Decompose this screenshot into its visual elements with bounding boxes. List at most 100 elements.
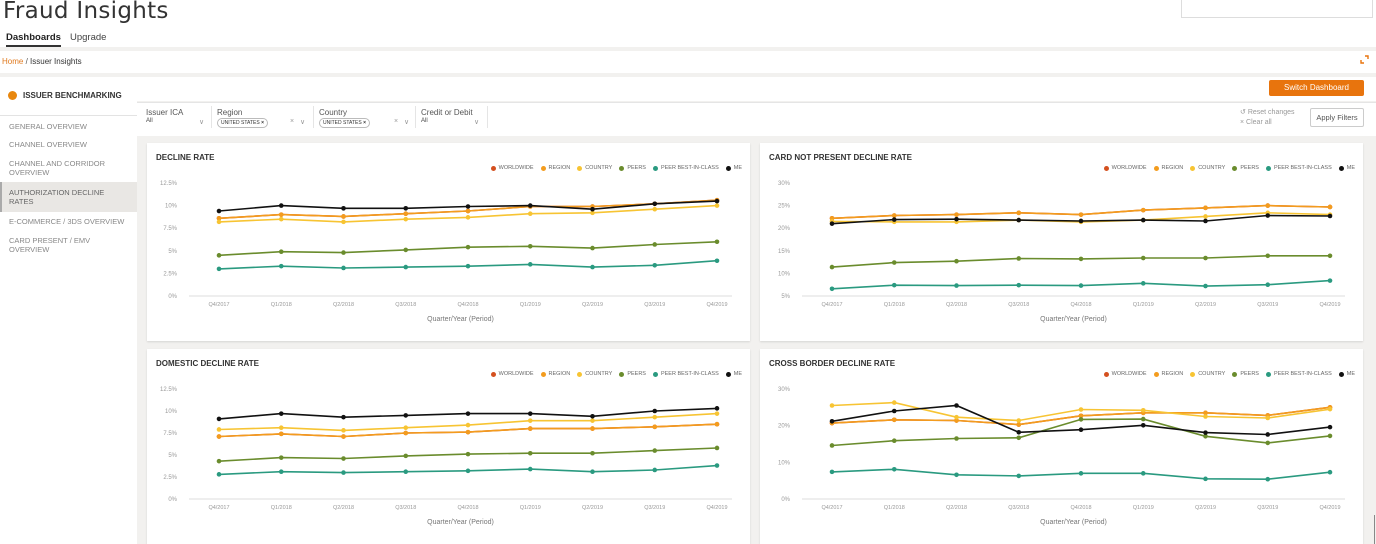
chevron-down-icon[interactable]: ∨	[404, 119, 410, 126]
legend-label: PEERS	[1240, 371, 1259, 377]
legend-item[interactable]: COUNTRY	[577, 371, 612, 377]
sidebar-item-ecommerce-3ds[interactable]: E-COMMERCE / 3DS OVERVIEW	[9, 217, 125, 226]
legend-item[interactable]: ME	[1338, 165, 1355, 171]
y-tick-label: 15%	[778, 249, 791, 255]
data-point	[216, 266, 222, 272]
legend-label: ME	[1346, 371, 1355, 377]
expand-icon[interactable]	[1360, 55, 1369, 64]
data-point	[403, 425, 409, 431]
data-point	[527, 466, 533, 472]
clear-all-label: Clear all	[1246, 119, 1272, 126]
region-chip[interactable]: UNITED STATES ×	[217, 118, 269, 128]
legend-dot-icon	[540, 371, 546, 377]
data-point	[714, 445, 720, 451]
top-search-box[interactable]	[1181, 0, 1373, 18]
data-point	[278, 425, 284, 431]
sidebar-item-channel-overview[interactable]: CHANNEL OVERVIEW	[9, 140, 87, 149]
data-point	[829, 286, 835, 292]
filter-credit-debit[interactable]: Credit or Debit All	[421, 108, 473, 124]
data-point	[829, 443, 835, 448]
legend-dot-icon	[540, 165, 546, 171]
filter-region[interactable]: Region UNITED STATES ×	[217, 108, 269, 128]
chevron-down-icon[interactable]: ∨	[300, 119, 306, 126]
data-point	[341, 250, 346, 255]
chevron-down-icon[interactable]: ∨	[474, 119, 480, 126]
legend-item[interactable]: REGION	[1153, 165, 1183, 171]
legend-item[interactable]: WORLDWIDE	[1103, 165, 1147, 171]
data-point	[590, 245, 595, 251]
data-point	[590, 413, 595, 419]
filter-separator	[415, 106, 416, 128]
clear-icon[interactable]: ×	[290, 118, 295, 125]
legend-item[interactable]: PEER BEST-IN-CLASS	[652, 165, 719, 171]
x-tick-label: Q1/2019	[1133, 505, 1154, 511]
data-point	[216, 458, 222, 464]
data-point	[652, 424, 658, 430]
apply-filters-button[interactable]: Apply Filters	[1310, 108, 1364, 127]
x-tick-label: Q4/2017	[821, 302, 842, 308]
legend-item[interactable]: PEER BEST-IN-CLASS	[1265, 165, 1332, 171]
legend-item[interactable]: WORLDWIDE	[490, 371, 534, 377]
country-chip[interactable]: UNITED STATES ×	[319, 118, 371, 128]
y-tick-label: 10%	[165, 204, 178, 210]
switch-dashboard-button[interactable]: Switch Dashboard	[1269, 80, 1364, 96]
nav-upgrade-tab[interactable]: Upgrade	[70, 32, 107, 43]
clear-all-link[interactable]: × Clear all	[1240, 118, 1295, 128]
data-point	[465, 422, 471, 428]
sidebar-header-label: ISSUER BENCHMARKING	[23, 91, 122, 100]
filter-country[interactable]: Country UNITED STATES ×	[319, 108, 371, 128]
data-point	[278, 469, 284, 475]
legend-item[interactable]: ME	[725, 165, 742, 171]
nav-dashboards-tab[interactable]: Dashboards	[6, 32, 61, 47]
legend-dot-icon	[1232, 165, 1238, 171]
chevron-down-icon[interactable]: ∨	[199, 119, 205, 126]
legend-item[interactable]: PEER BEST-IN-CLASS	[1265, 371, 1332, 377]
x-tick-label: Q4/2018	[1070, 505, 1091, 511]
legend-label: PEERS	[627, 165, 646, 171]
legend-item[interactable]: REGION	[540, 371, 571, 377]
legend-item[interactable]: COUNTRY	[1190, 371, 1225, 377]
sidebar-item-authorization-decline[interactable]: AUTHORIZATION DECLINE RATES	[9, 188, 105, 206]
data-point	[1140, 407, 1146, 413]
legend-item[interactable]: REGION	[1153, 371, 1183, 377]
legend-item[interactable]: PEERS	[1232, 165, 1259, 171]
chip-remove-icon[interactable]: ×	[261, 120, 265, 126]
legend-dot-icon	[1265, 165, 1271, 171]
benchmark-dot-icon	[8, 91, 17, 100]
scrollbar[interactable]	[1374, 515, 1375, 544]
data-point	[1016, 217, 1022, 223]
legend-item[interactable]: PEERS	[619, 371, 646, 377]
sidebar-item-card-present-emv[interactable]: CARD PRESENT / EMV OVERVIEW	[9, 236, 91, 254]
legend-item[interactable]: PEERS	[619, 165, 646, 171]
legend-label: REGION	[548, 371, 571, 377]
legend-dot-icon	[652, 165, 658, 171]
legend-item[interactable]: ME	[1338, 371, 1355, 377]
y-tick-label: 0%	[781, 497, 790, 503]
data-point	[652, 448, 658, 453]
legend-item[interactable]: WORLDWIDE	[1103, 371, 1147, 377]
sidebar-item-channel-corridor[interactable]: CHANNEL AND CORRIDOR OVERVIEW	[9, 159, 105, 177]
legend-item[interactable]: PEER BEST-IN-CLASS	[652, 371, 719, 377]
legend-dot-icon	[1265, 371, 1271, 377]
data-point	[341, 456, 346, 461]
legend-item[interactable]: ME	[725, 371, 742, 377]
chip-remove-icon[interactable]: ×	[363, 120, 367, 126]
data-point	[403, 453, 409, 459]
sidebar-item-general-overview[interactable]: GENERAL OVERVIEW	[9, 122, 87, 131]
data-point	[1140, 217, 1146, 223]
breadcrumb-current: Issuer Insights	[30, 57, 82, 66]
legend-item[interactable]: COUNTRY	[577, 165, 612, 171]
filter-issuer-ica[interactable]: Issuer ICA All	[146, 108, 183, 124]
data-point	[465, 208, 471, 214]
data-point	[341, 470, 346, 475]
reset-changes-link[interactable]: ↺ Reset changes	[1240, 108, 1295, 118]
clear-icon[interactable]: ×	[394, 118, 399, 125]
y-tick-label: 30%	[778, 387, 791, 393]
legend-item[interactable]: COUNTRY	[1190, 165, 1225, 171]
legend-item[interactable]: REGION	[540, 165, 570, 171]
legend-item[interactable]: WORLDWIDE	[490, 165, 534, 171]
legend-item[interactable]: PEERS	[1232, 371, 1259, 377]
sidebar-active-highlight	[0, 182, 137, 212]
breadcrumb-home-link[interactable]: Home	[2, 57, 24, 66]
data-point	[954, 216, 959, 222]
